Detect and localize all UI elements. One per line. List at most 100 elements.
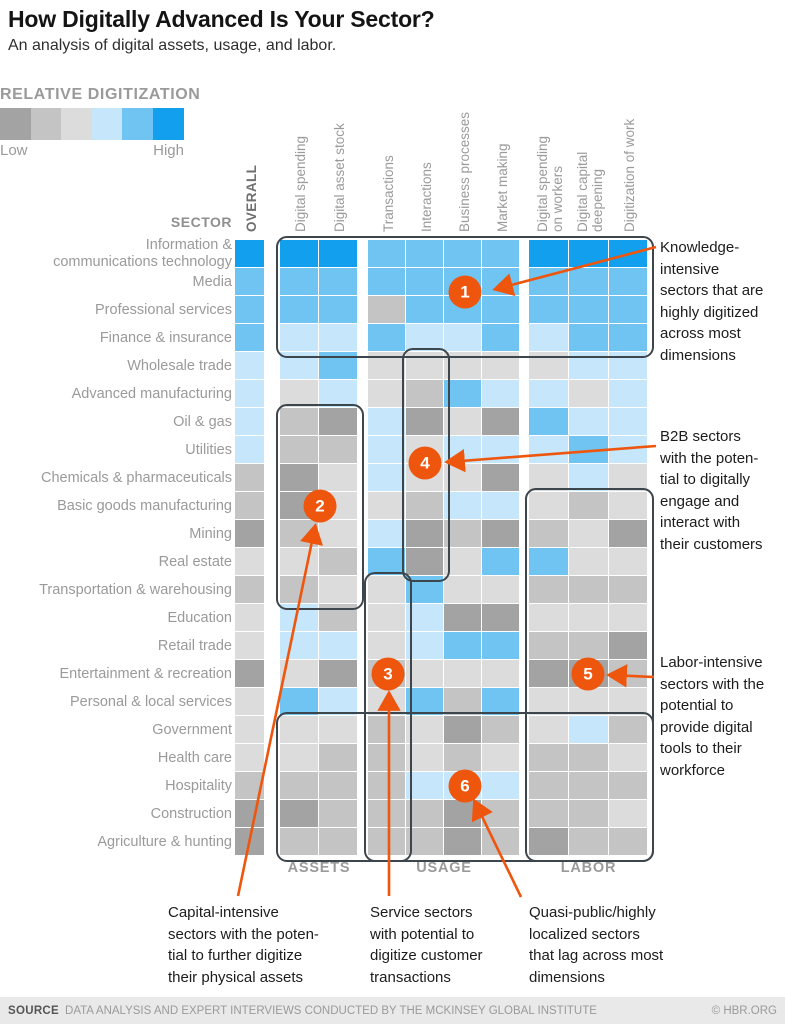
heatmap-cell bbox=[482, 324, 519, 351]
heatmap-cell bbox=[368, 240, 405, 267]
heatmap-cell bbox=[569, 828, 608, 855]
sector-label: Media bbox=[192, 273, 233, 290]
annotation-knowledge-intensive: Knowledge- intensive sectors that are hi… bbox=[660, 239, 764, 364]
heatmap-cell bbox=[368, 744, 405, 771]
heatmap-cell bbox=[319, 800, 357, 827]
heatmap-cell bbox=[406, 520, 443, 547]
heatmap-cell bbox=[368, 716, 405, 743]
column-header-digital-spending-on-workers: Digital spending on workers bbox=[535, 135, 565, 232]
heatmap-cell bbox=[482, 492, 519, 519]
heatmap-cell bbox=[482, 604, 519, 631]
heatmap-cell bbox=[368, 408, 405, 435]
heatmap-cell bbox=[406, 660, 443, 687]
footer-bar: SOURCE DATA ANALYSIS AND EXPERT INTERVIE… bbox=[0, 997, 785, 1024]
heatmap-cell bbox=[569, 408, 608, 435]
sector-label: Basic goods manufacturing bbox=[57, 497, 232, 514]
heatmap-cell bbox=[569, 688, 608, 715]
column-header-overall: OVERALL bbox=[243, 164, 259, 232]
sector-label: Professional services bbox=[95, 301, 232, 318]
heatmap-cell bbox=[368, 380, 405, 407]
legend-end-labels: Low High bbox=[0, 142, 184, 159]
sector-column-header: SECTOR bbox=[170, 214, 232, 230]
heatmap-cell bbox=[569, 800, 608, 827]
callout-badge-3: 3 bbox=[371, 657, 405, 691]
heatmap-cell bbox=[406, 716, 443, 743]
heatmap-cell bbox=[235, 688, 264, 715]
heatmap-cell bbox=[280, 268, 318, 295]
heatmap-cell bbox=[235, 408, 264, 435]
heatmap-cell bbox=[444, 604, 481, 631]
heatmap-cell bbox=[319, 576, 357, 603]
heatmap-cell bbox=[235, 240, 264, 267]
heatmap-cell bbox=[406, 632, 443, 659]
heatmap-cell bbox=[319, 464, 357, 491]
heatmap-cell bbox=[319, 324, 357, 351]
heatmap-cell bbox=[609, 632, 647, 659]
annotation-service-sectors: Service sectors with potential to digiti… bbox=[370, 904, 483, 986]
heatmap-cell bbox=[368, 632, 405, 659]
annotation-labor-intensive: Labor-intensive sectors with the potenti… bbox=[660, 654, 765, 779]
column-header-digitization-of-work: Digitization of work bbox=[622, 118, 637, 232]
callout-badge-1: 1 bbox=[448, 275, 482, 309]
heatmap-cell bbox=[319, 772, 357, 799]
legend-swatch-level-3 bbox=[61, 108, 92, 140]
heatmap-cell bbox=[280, 660, 318, 687]
heatmap-cell bbox=[529, 688, 568, 715]
heatmap-cell bbox=[529, 800, 568, 827]
heatmap-cell bbox=[569, 492, 608, 519]
heatmap-cell bbox=[368, 296, 405, 323]
heatmap-cell bbox=[235, 380, 264, 407]
heatmap-cell bbox=[406, 492, 443, 519]
heatmap-cell bbox=[529, 296, 568, 323]
highlight-box-2 bbox=[276, 404, 364, 610]
column-header-digital-capital-deepening: Digital capital deepening bbox=[575, 151, 605, 232]
legend-swatch-level-1 bbox=[0, 108, 31, 140]
heatmap-cell bbox=[444, 632, 481, 659]
column-group-label-usage: USAGE bbox=[416, 860, 472, 876]
source-label: SOURCE bbox=[8, 1004, 60, 1017]
heatmap-cell bbox=[609, 324, 647, 351]
heatmap-cell bbox=[319, 240, 357, 267]
legend-swatch-level-6 bbox=[152, 108, 184, 140]
heatmap-cell bbox=[368, 324, 405, 351]
heatmap-cell bbox=[569, 772, 608, 799]
callout-badge-4: 4 bbox=[408, 446, 442, 480]
heatmap-cell bbox=[569, 324, 608, 351]
heatmap-cell bbox=[569, 744, 608, 771]
heatmap-cell bbox=[529, 520, 568, 547]
heatmap-cell bbox=[280, 296, 318, 323]
heatmap-cell bbox=[529, 772, 568, 799]
heatmap-cell bbox=[529, 744, 568, 771]
heatmap-cell bbox=[609, 380, 647, 407]
heatmap-cell bbox=[319, 632, 357, 659]
sector-label: Advanced manufacturing bbox=[71, 385, 232, 402]
heatmap-cell bbox=[368, 464, 405, 491]
heatmap-cell bbox=[609, 688, 647, 715]
heatmap-cell bbox=[319, 408, 357, 435]
heatmap-cell bbox=[319, 380, 357, 407]
heatmap-cell bbox=[235, 716, 264, 743]
heatmap-cell bbox=[406, 380, 443, 407]
heatmap-cell bbox=[569, 296, 608, 323]
heatmap-cell bbox=[235, 800, 264, 827]
page-subtitle: An analysis of digital assets, usage, an… bbox=[8, 37, 337, 54]
heatmap-cell bbox=[235, 632, 264, 659]
heatmap-cell bbox=[482, 576, 519, 603]
sector-label: Transportation & warehousing bbox=[39, 581, 232, 598]
heatmap-cell bbox=[609, 408, 647, 435]
heatmap-cell bbox=[529, 548, 568, 575]
heatmap-cell bbox=[529, 632, 568, 659]
heatmap-cell bbox=[444, 716, 481, 743]
heatmap-cell bbox=[444, 408, 481, 435]
heatmap-cell bbox=[406, 324, 443, 351]
annotation-b2b-sectors: B2B sectors with the poten- tial to digi… bbox=[660, 428, 763, 553]
legend-swatch-level-2 bbox=[30, 108, 62, 140]
source-text: DATA ANALYSIS AND EXPERT INTERVIEWS COND… bbox=[65, 1004, 597, 1017]
page-title: How Digitally Advanced Is Your Sector? bbox=[8, 6, 435, 32]
column-header-interactions: Interactions bbox=[418, 162, 434, 232]
legend-title: RELATIVE DIGITIZATION bbox=[0, 86, 201, 103]
heatmap-cell bbox=[319, 716, 357, 743]
heatmap-cell bbox=[609, 744, 647, 771]
heatmap-cell bbox=[235, 576, 264, 603]
